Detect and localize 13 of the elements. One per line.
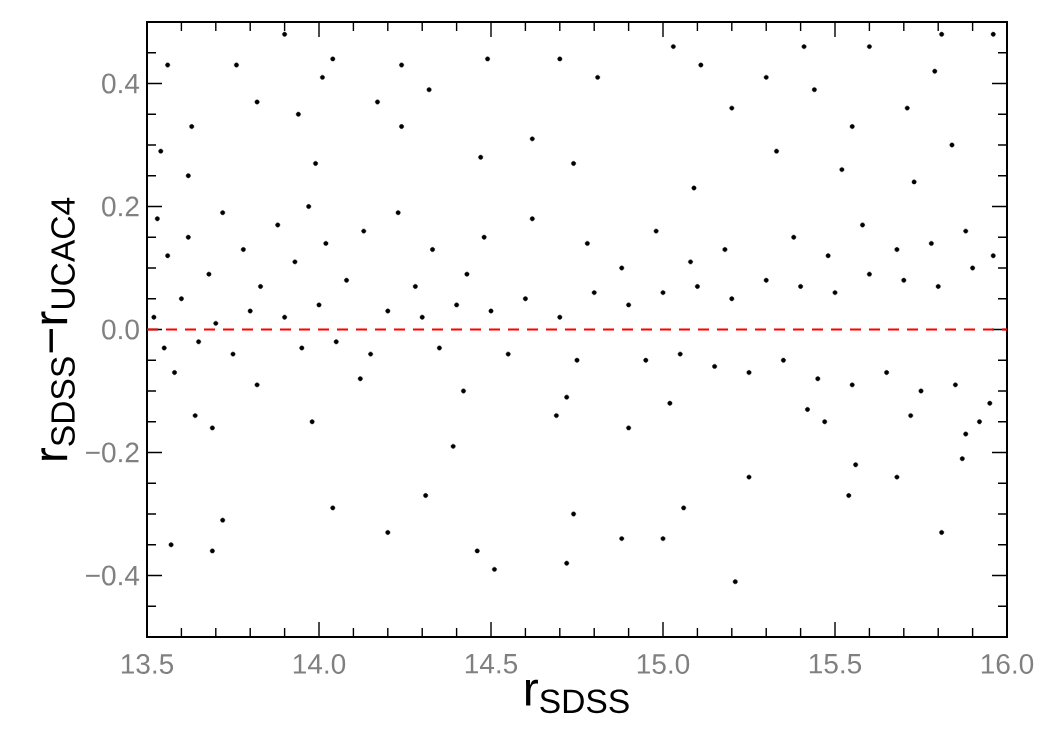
y-tick-label: 0.4 xyxy=(102,73,140,94)
x-axis-title: r$_{SDSS}$ xyxy=(525,679,629,714)
x-tick-label: 14.0 xyxy=(293,654,346,674)
y-tick-label: −0.2 xyxy=(86,442,139,463)
x-tick-label: 14.5 xyxy=(465,654,518,674)
x-tick-label: 15.0 xyxy=(637,654,690,674)
x-tick-label: 13.5 xyxy=(121,654,174,674)
y-axis-title: r$_{SDSS}$−r$_{UCAC4}$ xyxy=(41,197,75,460)
x-tick-label: 15.5 xyxy=(809,654,862,674)
y-tick-label: 0.2 xyxy=(102,196,139,217)
y-tick-label: 0.0 xyxy=(102,319,139,340)
y-tick-label: −0.4 xyxy=(86,565,140,586)
x-tick-label: 16.0 xyxy=(981,654,1034,674)
